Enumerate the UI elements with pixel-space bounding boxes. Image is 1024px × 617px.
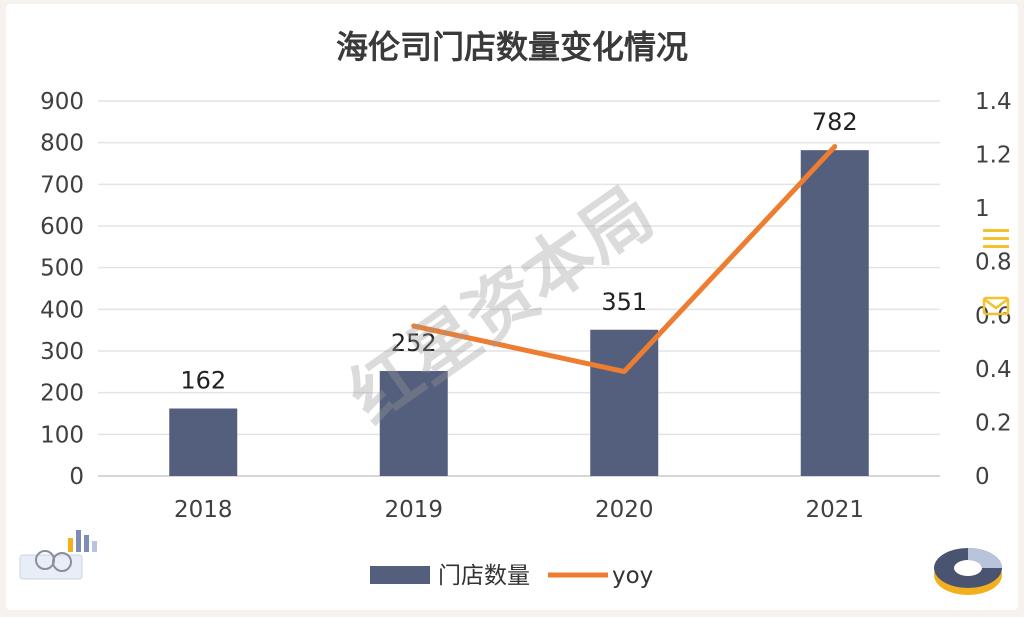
bar	[800, 150, 869, 476]
menu-icon	[983, 229, 1009, 248]
bar	[590, 329, 659, 476]
y-left-tick-label: 100	[40, 422, 84, 448]
chart-title: 海伦司门店数量变化情况	[336, 28, 688, 66]
y-left-tick-label: 700	[40, 172, 84, 198]
x-tick-label: 2020	[595, 497, 654, 523]
y-right-tick-label: 1.2	[975, 143, 1012, 169]
y-right-tick-label: 1	[975, 196, 990, 222]
y-right-tick-label: 0	[975, 464, 990, 490]
y-right-tick-label: 1.4	[975, 89, 1012, 115]
data-label: 782	[812, 108, 858, 136]
legend-swatch-bar	[370, 566, 430, 584]
y-left-tick-label: 400	[40, 297, 84, 323]
x-tick-label: 2018	[174, 497, 233, 523]
y-right-tick-label: 0.8	[975, 250, 1012, 276]
y-left-tick-label: 0	[69, 464, 84, 490]
bar	[379, 371, 448, 476]
legend-label: yoy	[612, 563, 653, 589]
y-left-tick-label: 800	[40, 131, 84, 157]
data-label: 162	[180, 367, 226, 395]
y-left-tick-label: 900	[40, 89, 84, 115]
y-right-tick-label: 0.6	[975, 303, 1012, 329]
donut-illustration-icon	[934, 548, 1002, 595]
y-left-tick-label: 500	[40, 256, 84, 282]
bar	[169, 408, 238, 476]
y-right-tick-label: 0.2	[975, 410, 1012, 436]
data-label: 351	[601, 288, 647, 316]
x-tick-label: 2021	[805, 497, 864, 523]
y-left-tick-label: 600	[40, 214, 84, 240]
yoy-line	[411, 144, 838, 375]
y-left-tick-label: 200	[40, 381, 84, 407]
x-tick-label: 2019	[384, 497, 443, 523]
y-left-tick-label: 300	[40, 339, 84, 365]
books-illustration-icon	[19, 530, 97, 580]
y-right-tick-label: 0.4	[975, 357, 1012, 383]
data-label: 252	[391, 329, 437, 357]
legend-label: 门店数量	[438, 563, 530, 589]
envelope-icon	[982, 296, 1010, 316]
